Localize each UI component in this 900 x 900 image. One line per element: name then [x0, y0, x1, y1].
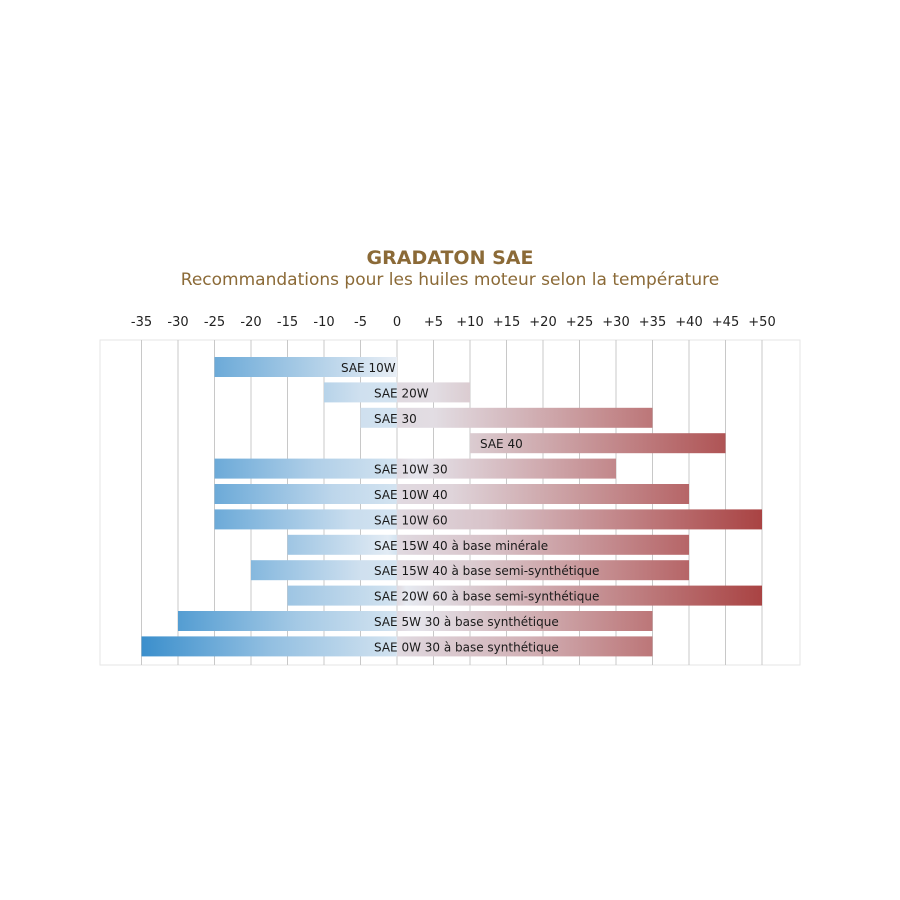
- bar-label: SAE 10W 40: [374, 488, 448, 502]
- x-tick-label: -10: [313, 315, 334, 330]
- x-tick-label: +25: [566, 315, 593, 330]
- bar-sae-10w: [214, 357, 397, 377]
- x-tick-label: +35: [639, 315, 666, 330]
- bar-label: SAE 15W 40 à base semi-synthétique: [374, 564, 599, 578]
- bar-label: SAE 40: [480, 437, 523, 451]
- bar-label: SAE 0W 30 à base synthétique: [374, 640, 559, 654]
- x-tick-label: +10: [456, 315, 483, 330]
- x-axis: -35 -30 -25 -20 -15 -10 -5 0 +5 +10 +15 +20 +25 +30 +3…: [100, 315, 800, 331]
- x-tick-label: -35: [131, 315, 152, 330]
- x-tick-label: +30: [602, 315, 629, 330]
- x-tick-label: +15: [493, 315, 520, 330]
- x-tick-label: +50: [748, 315, 775, 330]
- bar-sae-30: [360, 407, 653, 428]
- x-tick-label: +5: [424, 315, 443, 330]
- bar-sae-40: [470, 433, 726, 454]
- chart-subtitle: Recommandations pour les huiles moteur s…: [180, 270, 720, 290]
- bar-label: SAE 20W: [374, 386, 429, 400]
- bar-label: SAE 30: [374, 412, 417, 426]
- x-tick-label: +20: [529, 315, 556, 330]
- bar-sae-20w-60-base-semi-synth-tique: [287, 585, 762, 606]
- bar-label: SAE 20W 60 à base semi-synthétique: [374, 590, 599, 604]
- bar-sae-15w-40-base-semi-synth-tique: [251, 560, 689, 581]
- x-tick-label: -20: [240, 315, 261, 330]
- bar-label: SAE 5W 30 à base synthétique: [374, 615, 559, 629]
- x-tick-label: -25: [204, 315, 225, 330]
- bars: SAE 10W SAE 20W SAE 30 SAE 40 SAE 10W 30 SAE …: [141, 357, 762, 657]
- bar-sae-5w-30-base-synth-tique: [178, 611, 653, 631]
- bar-label: SAE 10W 60: [374, 513, 448, 527]
- bar-sae-10w-60: [214, 509, 762, 530]
- x-tick-label: -30: [167, 315, 188, 330]
- bar-sae-10w-40: [214, 484, 689, 504]
- bar-sae-20w: [324, 382, 470, 403]
- bar-sae-0w-30-base-synth-tique: [141, 636, 653, 657]
- x-tick-label: -15: [277, 315, 298, 330]
- bar-label: SAE 10W: [341, 361, 396, 375]
- x-tick-label: 0: [393, 315, 401, 330]
- bar-sae-15w-40-base-min-rale: [287, 534, 689, 555]
- x-tick-label: +40: [675, 315, 702, 330]
- x-tick-label: -5: [354, 315, 367, 330]
- x-tick-label: +45: [712, 315, 739, 330]
- bar-label: SAE 15W 40 à base minérale: [374, 539, 548, 553]
- chart-title: GRADATON SAE: [366, 247, 534, 269]
- bar-label: SAE 10W 30: [374, 463, 448, 477]
- bar-sae-10w-30: [214, 458, 616, 479]
